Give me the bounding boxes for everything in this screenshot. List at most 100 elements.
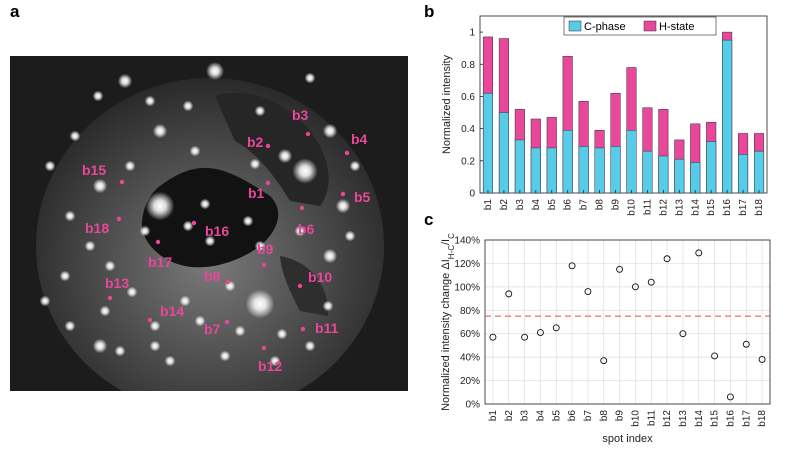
bar-c-phase-b9 — [610, 146, 621, 194]
legend-label-h-state: H-state — [659, 21, 694, 33]
spot-marker-b17 — [155, 239, 161, 245]
scatter-point-b16 — [726, 393, 734, 401]
scatter-plot-frame — [484, 239, 771, 405]
diffraction-spot — [64, 320, 76, 332]
bar-c-phase-b18 — [753, 150, 765, 194]
diffraction-image: b1 b2 b3 b4 b5 b6 b7 b8 b9 b10 b11 b12 b13 b14 b15 b16 b… — [10, 56, 408, 391]
spot-label-b18: b18 — [85, 220, 109, 236]
bar-c-phase-b3 — [514, 139, 525, 194]
diffraction-spot — [44, 160, 56, 172]
scatter-x-tick-label-b17: b17 — [741, 410, 752, 427]
diffraction-spot — [219, 350, 231, 362]
scatter-y-tick-label: 140% — [454, 236, 480, 247]
bar-plot-frame — [479, 15, 768, 194]
spot-label-b9: b9 — [257, 241, 274, 257]
diffraction-spot — [189, 145, 201, 157]
spot-marker-b12 — [261, 345, 267, 351]
scatter-x-tick-label-b5: b5 — [551, 410, 562, 422]
diffraction-spot — [139, 225, 151, 237]
diffraction-spot — [182, 220, 194, 232]
bar-x-tick-label-b16: b16 — [722, 199, 733, 216]
diffraction-spot — [242, 215, 254, 227]
diffraction-spot — [335, 198, 351, 214]
diffraction-spot — [206, 62, 224, 80]
scatter-x-axis-label: spot index — [602, 433, 653, 445]
scatter-y-tick-label: 100% — [454, 282, 480, 293]
scatter-x-tick-label-b13: b13 — [678, 410, 689, 427]
scatter-x-tick-label-b18: b18 — [757, 410, 768, 427]
spot-label-b16: b16 — [205, 223, 229, 239]
bar-x-tick-label-b8: b8 — [595, 199, 606, 211]
diffraction-spot — [124, 160, 136, 172]
bar-y-tick-label: 0.4 — [461, 124, 475, 135]
diffraction-spot — [322, 300, 334, 312]
spot-marker-b6 — [299, 205, 305, 211]
diffraction-spot — [117, 73, 133, 89]
spot-marker-b10 — [297, 283, 303, 289]
scatter-point-b4 — [536, 329, 544, 336]
spot-label-b3: b3 — [292, 107, 309, 123]
spot-marker-b8 — [225, 279, 231, 285]
diffraction-spot — [349, 160, 361, 172]
spot-marker-b14 — [147, 317, 153, 323]
scatter-x-tick-label-b7: b7 — [583, 410, 594, 422]
diffraction-spot — [304, 72, 316, 84]
bar-c-phase-b2 — [498, 112, 509, 194]
bar-x-tick-label-b13: b13 — [674, 199, 685, 216]
scatter-point-b2 — [505, 290, 513, 298]
bar-x-tick-label-b5: b5 — [547, 199, 558, 211]
scatter-y-axis-label: Normalized intensity change ΔIH-C/IC — [440, 233, 456, 411]
scatter-y-tick-label: 40% — [460, 353, 480, 364]
spot-marker-b13 — [107, 295, 113, 301]
panel-label-a: a — [10, 2, 20, 21]
bar-c-phase-b4 — [530, 147, 541, 194]
bar-x-tick-label-b17: b17 — [738, 199, 749, 216]
spot-label-b12: b12 — [258, 358, 282, 374]
spot-label-b1: b1 — [248, 185, 265, 201]
legend-box — [563, 16, 717, 36]
bar-legend: C-phase H-state — [563, 16, 717, 36]
bar-x-tick-label-b9: b9 — [611, 199, 622, 211]
scatter-x-tick-label-b8: b8 — [599, 410, 610, 422]
spot-label-b5: b5 — [354, 189, 371, 205]
scatter-point-b12 — [663, 255, 671, 263]
diffraction-spot — [194, 315, 206, 327]
bar-c-phase-b6 — [562, 129, 573, 194]
bar-x-tick-label-b6: b6 — [563, 199, 574, 211]
scatter-x-tick-label-b2: b2 — [504, 410, 515, 422]
diffraction-spot — [152, 123, 168, 139]
diffraction-spot — [292, 158, 318, 184]
diffraction-spot — [277, 148, 293, 164]
spot-label-b6: b6 — [298, 221, 315, 237]
shadow-region-2 — [280, 256, 329, 316]
bar-x-tick-label-b4: b4 — [531, 199, 542, 211]
diffraction-spot — [69, 130, 81, 142]
diffraction-spot — [249, 158, 261, 170]
diffraction-spot — [39, 295, 51, 307]
panel-label-b: b — [424, 2, 435, 21]
scatter-point-b14 — [695, 249, 703, 257]
diffraction-spot — [64, 210, 76, 222]
scatter-y-tick-label: 60% — [460, 329, 480, 340]
scatter-y-tick-label: 120% — [454, 259, 480, 270]
bar-y-tick-label: 0.2 — [461, 156, 475, 167]
bar-x-tick-label-b7: b7 — [579, 199, 590, 211]
scatter-point-b6 — [568, 262, 576, 270]
spot-marker-b16 — [191, 220, 197, 226]
scatter-point-b17 — [742, 340, 750, 348]
scatter-y-tick-label: 20% — [460, 376, 480, 387]
bar-c-phase-b8 — [594, 147, 605, 194]
spot-marker-b11 — [300, 326, 306, 332]
spot-label-b2: b2 — [247, 134, 264, 150]
scatter-x-tick-label-b10: b10 — [630, 410, 641, 427]
diffraction-spot — [344, 230, 356, 242]
scatter-point-b5 — [552, 324, 560, 332]
diffraction-spot — [269, 355, 281, 367]
scatter-x-tick-label-b14: b14 — [694, 410, 705, 427]
diffraction-spot — [126, 286, 138, 298]
bar-y-axis-label: Normalized intensity — [441, 54, 453, 154]
bright-spots — [39, 62, 361, 367]
scatter-point-b11 — [647, 278, 655, 286]
diffraction-spot — [322, 123, 338, 139]
scatter-chart: 0% 20% 40% 60% 80% 100% 120% 140% b1 b2 b3 b4 b5 b6 b7… — [440, 233, 771, 445]
